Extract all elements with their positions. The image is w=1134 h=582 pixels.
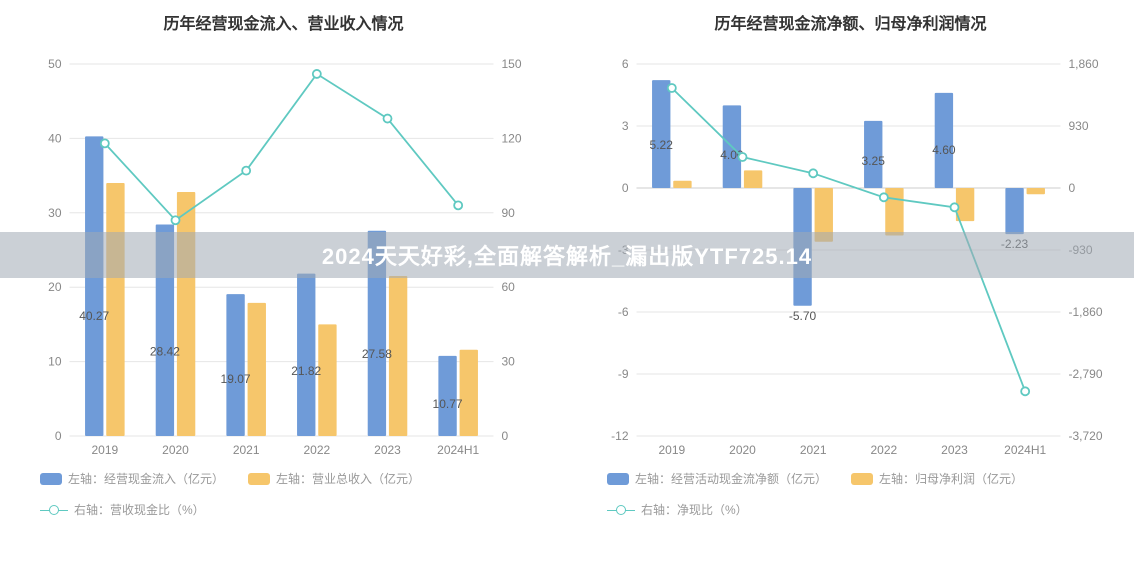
svg-text:-9: -9 — [618, 367, 629, 381]
svg-text:27.58: 27.58 — [362, 347, 392, 361]
svg-text:28.42: 28.42 — [150, 344, 180, 358]
svg-text:0: 0 — [622, 181, 629, 195]
legend-right: 左轴：经营活动现金流净额（亿元） 左轴：归母净利润（亿元） 右轴：净现比（%） — [587, 470, 1114, 518]
chart-title-left: 历年经营现金流入、营业收入情况 — [20, 10, 547, 34]
svg-text:1,860: 1,860 — [1069, 57, 1099, 71]
legend-left: 左轴：经营现金流入（亿元） 左轴：营业总收入（亿元） 右轴：营收现金比（%） — [20, 470, 547, 518]
legend-label: 左轴：归母净利润（亿元） — [879, 470, 1023, 487]
svg-text:-1,860: -1,860 — [1069, 305, 1103, 319]
legend-label: 左轴：经营现金流入（亿元） — [68, 470, 224, 487]
svg-text:2020: 2020 — [729, 443, 756, 457]
legend-item: 左轴：经营现金流入（亿元） — [40, 470, 224, 487]
legend-swatch — [607, 473, 629, 485]
svg-text:6: 6 — [622, 57, 629, 71]
svg-text:0: 0 — [1069, 181, 1076, 195]
svg-text:930: 930 — [1069, 119, 1089, 133]
legend-line-icon — [607, 504, 635, 516]
legend-item: 左轴：归母净利润（亿元） — [851, 470, 1023, 487]
svg-text:19.07: 19.07 — [221, 372, 251, 386]
legend-label: 左轴：营业总收入（亿元） — [276, 470, 420, 487]
chart-panel-right: 历年经营现金流净额、归母净利润情况 -12-9-6-3036-3,720-2,7… — [567, 0, 1134, 582]
legend-swatch — [851, 473, 873, 485]
svg-text:2019: 2019 — [91, 443, 118, 457]
svg-text:150: 150 — [502, 57, 522, 71]
svg-text:30: 30 — [502, 355, 516, 369]
legend-item: 右轴：净现比（%） — [607, 501, 748, 518]
svg-text:2023: 2023 — [374, 443, 401, 457]
legend-line-icon — [40, 504, 68, 516]
svg-text:-2,790: -2,790 — [1069, 367, 1103, 381]
legend-item: 左轴：营业总收入（亿元） — [248, 470, 420, 487]
charts-container: 历年经营现金流入、营业收入情况 010203040500306090120150… — [0, 0, 1134, 582]
svg-text:4.60: 4.60 — [932, 143, 956, 157]
svg-text:-12: -12 — [611, 429, 629, 443]
svg-text:2021: 2021 — [233, 443, 260, 457]
svg-text:10: 10 — [48, 355, 62, 369]
svg-text:2019: 2019 — [658, 443, 685, 457]
svg-text:50: 50 — [48, 57, 62, 71]
svg-text:0: 0 — [502, 429, 509, 443]
svg-text:40: 40 — [48, 131, 62, 145]
svg-text:40.27: 40.27 — [79, 309, 109, 323]
watermark-text: 2024天天好彩,全面解答解析_漏出版YTF725.14 — [322, 239, 812, 271]
svg-text:20: 20 — [48, 280, 62, 294]
legend-item: 右轴：营收现金比（%） — [40, 501, 205, 518]
svg-text:3.25: 3.25 — [862, 154, 886, 168]
svg-text:2022: 2022 — [303, 443, 330, 457]
svg-text:120: 120 — [502, 131, 522, 145]
chart-panel-left: 历年经营现金流入、营业收入情况 0 10 20 30 40 50 0 30 60 90 120 150… — [0, 0, 567, 582]
svg-text:90: 90 — [502, 206, 516, 220]
legend-label: 右轴：营收现金比（%） — [74, 501, 205, 518]
svg-text:2024H1: 2024H1 — [437, 443, 479, 457]
svg-text:-6: -6 — [618, 305, 629, 319]
watermark-banner: 2024天天好彩,全面解答解析_漏出版YTF725.14 — [0, 232, 1134, 278]
legend-item: 左轴：经营活动现金流净额（亿元） — [607, 470, 827, 487]
svg-text:30: 30 — [48, 206, 62, 220]
svg-text:2023: 2023 — [941, 443, 968, 457]
svg-text:2024H1: 2024H1 — [1004, 443, 1046, 457]
legend-swatch — [40, 473, 62, 485]
legend-swatch — [248, 473, 270, 485]
svg-text:2020: 2020 — [162, 443, 189, 457]
svg-text:21.82: 21.82 — [291, 364, 321, 378]
svg-text:2022: 2022 — [870, 443, 897, 457]
svg-text:3: 3 — [622, 119, 629, 133]
svg-text:-5.70: -5.70 — [789, 309, 817, 323]
svg-text:-3,720: -3,720 — [1069, 429, 1103, 443]
legend-label: 左轴：经营活动现金流净额（亿元） — [635, 470, 827, 487]
chart-title-right: 历年经营现金流净额、归母净利润情况 — [587, 10, 1114, 34]
svg-text:0: 0 — [55, 429, 62, 443]
svg-text:10.77: 10.77 — [433, 397, 463, 411]
svg-text:2021: 2021 — [800, 443, 827, 457]
svg-text:5.22: 5.22 — [650, 138, 674, 152]
legend-label: 右轴：净现比（%） — [641, 501, 748, 518]
svg-text:60: 60 — [502, 280, 516, 294]
